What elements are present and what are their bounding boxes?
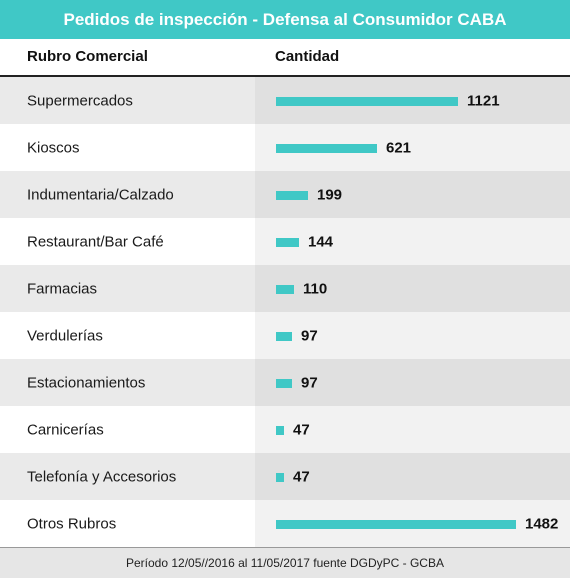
table-row: Kioscos 621 xyxy=(0,124,570,171)
category-cell: Carnicerías xyxy=(0,406,255,453)
chart-title: Pedidos de inspección - Defensa al Consu… xyxy=(0,0,570,39)
category-label: Estacionamientos xyxy=(27,374,146,391)
value-cell: 97 xyxy=(255,359,570,406)
column-header-rubro: Rubro Comercial xyxy=(27,48,148,65)
bar xyxy=(276,190,308,200)
value-cell: 110 xyxy=(255,265,570,312)
value-label: 199 xyxy=(317,186,343,203)
bar xyxy=(276,519,516,529)
table-row: Verdulerías 97 xyxy=(0,312,570,359)
value-label: 1121 xyxy=(467,92,500,109)
value-cell: 1121 xyxy=(255,77,570,124)
category-cell: Supermercados xyxy=(0,77,255,124)
value-label: 144 xyxy=(308,233,334,250)
category-label: Supermercados xyxy=(27,92,133,109)
table-row: Carnicerías 47 xyxy=(0,406,570,453)
value-label: 97 xyxy=(301,374,318,391)
table-row: Indumentaria/Calzado 199 xyxy=(0,171,570,218)
category-label: Kioscos xyxy=(27,139,80,156)
value-cell: 144 xyxy=(255,218,570,265)
table-row: Telefonía y Accesorios 47 xyxy=(0,453,570,500)
column-header-cantidad: Cantidad xyxy=(275,48,340,65)
table-row: Restaurant/Bar Café 144 xyxy=(0,218,570,265)
category-cell: Telefonía y Accesorios xyxy=(0,453,255,500)
bar xyxy=(276,237,299,247)
table-row: Estacionamientos 97 xyxy=(0,359,570,406)
bar xyxy=(276,96,458,106)
bar xyxy=(276,143,377,153)
value-label: 621 xyxy=(386,139,412,156)
bar xyxy=(276,425,284,435)
category-cell: Farmacias xyxy=(0,265,255,312)
table-header: Rubro Comercial Cantidad xyxy=(0,39,570,77)
bar-rows: Supermercados 1121 Kioscos 621 Indumentaria/… xyxy=(0,77,570,547)
table-row: Supermercados 1121 xyxy=(0,77,570,124)
category-label: Otros Rubros xyxy=(27,515,117,532)
category-cell: Indumentaria/Calzado xyxy=(0,171,255,218)
category-label: Indumentaria/Calzado xyxy=(27,186,174,203)
value-label: 97 xyxy=(301,327,318,344)
category-cell: Estacionamientos xyxy=(0,359,255,406)
category-label: Verdulerías xyxy=(27,327,103,344)
bar xyxy=(276,331,292,341)
value-cell: 97 xyxy=(255,312,570,359)
category-cell: Otros Rubros xyxy=(0,500,255,547)
bar xyxy=(276,472,284,482)
category-label: Farmacias xyxy=(27,280,98,297)
category-cell: Verdulerías xyxy=(0,312,255,359)
bar xyxy=(276,284,294,294)
category-cell: Kioscos xyxy=(0,124,255,171)
table-row: Otros Rubros 1482 xyxy=(0,500,570,547)
value-cell: 199 xyxy=(255,171,570,218)
value-cell: 47 xyxy=(255,453,570,500)
category-label: Telefonía y Accesorios xyxy=(27,468,177,485)
value-cell: 621 xyxy=(255,124,570,171)
value-cell: 1482 xyxy=(255,500,570,547)
category-label: Carnicerías xyxy=(27,421,104,438)
source-footer: Período 12/05//2016 al 11/05/2017 fuente… xyxy=(0,547,570,578)
value-cell: 47 xyxy=(255,406,570,453)
category-label: Restaurant/Bar Café xyxy=(27,233,164,250)
value-label: 110 xyxy=(303,280,328,297)
value-label: 47 xyxy=(293,468,310,485)
table-row: Farmacias 110 xyxy=(0,265,570,312)
bar xyxy=(276,378,292,388)
value-label: 47 xyxy=(293,421,310,438)
value-label: 1482 xyxy=(525,515,559,532)
category-cell: Restaurant/Bar Café xyxy=(0,218,255,265)
